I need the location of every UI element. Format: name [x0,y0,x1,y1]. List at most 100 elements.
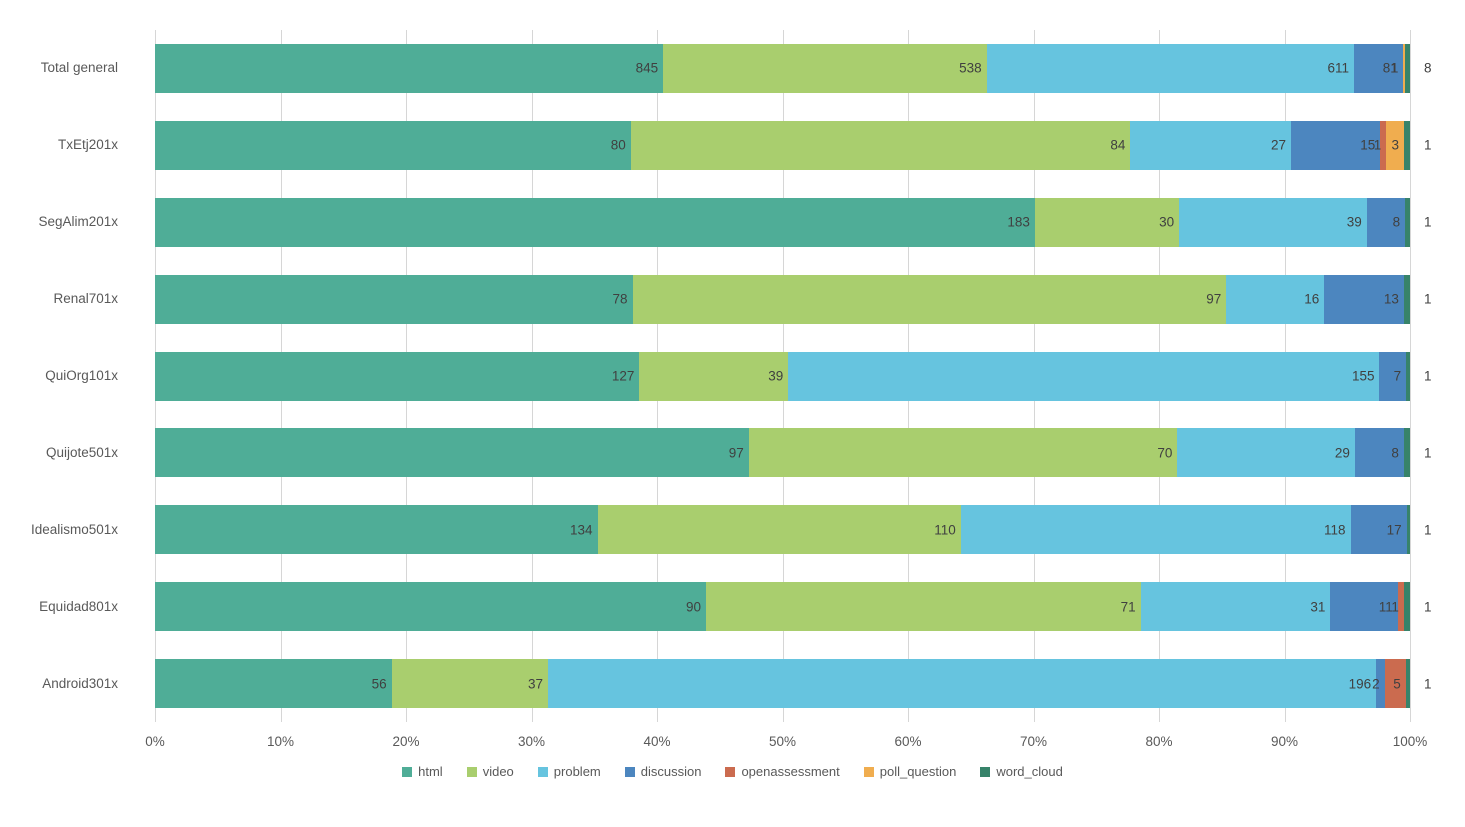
value-label-discussion: 8 [1392,214,1401,230]
value-label-video: 30 [1159,214,1175,230]
segment-html [155,120,631,170]
value-label-html: 183 [1007,214,1030,230]
segment-discussion [1330,582,1398,632]
value-label-discussion: 81 [1382,60,1398,76]
bar-quiorg101x: 127 39 155 7 1 [155,351,1432,401]
legend-label: video [482,764,514,779]
legend-swatch-icon [402,766,413,777]
bar-equidad801x: 90 71 31 11 1 1 [155,582,1432,632]
x-axis-tick-label: 60% [894,734,922,749]
value-label-openassessment: 1 [1373,137,1382,153]
legend: html video problem discussion openassessment… [0,764,1465,779]
legend-item-word_cloud: word_cloud [980,764,1063,779]
value-label-video: 538 [959,60,982,76]
segment-openassessment [1380,120,1387,170]
legend-item-openassessment: openassessment [725,764,840,779]
value-label-word_cloud: 1 [1424,368,1432,384]
category-label: TxEtj201x [57,137,118,153]
segment-word_cloud [1403,582,1410,632]
value-label-html: 134 [570,522,593,538]
segment-discussion [1350,505,1407,555]
segment-word_cloud [1404,120,1410,170]
segment-html [155,43,664,93]
bar-idealismo501x: 134 110 118 17 1 [155,505,1432,555]
bar-txetj201x: 80 84 27 15 1 3 1 [155,120,1432,170]
bar-total-general: 845 538 611 81 1 8 [155,43,1432,93]
legend-label: html [418,764,443,779]
segment-word_cloud [1405,197,1410,247]
segment-html [155,197,1035,247]
value-label-word_cloud: 1 [1424,522,1432,538]
category-label: Renal701x [53,291,118,307]
category-label: Equidad801x [39,598,118,614]
segment-openassessment [1384,659,1406,709]
value-label-word_cloud: 1 [1424,291,1432,307]
value-label-discussion: 11 [1378,599,1393,615]
legend-swatch-icon [980,766,991,777]
segment-word_cloud [1403,428,1410,478]
legend-swatch-icon [725,766,736,777]
segment-html [155,351,640,401]
x-axis-tick-label: 0% [145,734,165,749]
value-label-video: 70 [1157,445,1173,461]
category-label: SegAlim201x [38,214,118,230]
value-label-discussion: 2 [1372,676,1380,692]
segment-video [632,274,1227,324]
x-axis-tick-label: 40% [643,734,671,749]
bar-quijote501x: 97 70 29 8 1 [155,428,1432,478]
value-label-discussion: 8 [1391,445,1399,461]
value-label-video: 39 [768,368,784,384]
x-axis-tick-label: 80% [1145,734,1173,749]
legend-swatch-icon [466,766,477,777]
segment-problem [960,505,1351,555]
legend-item-poll_question: poll_question [863,764,957,779]
segment-video [391,659,548,709]
bar-segalim201x: 183 30 39 8 1 [155,197,1432,247]
legend-swatch-icon [537,766,548,777]
value-label-video: 110 [934,522,956,538]
category-label: Total general [40,60,118,76]
value-label-discussion: 7 [1393,368,1402,384]
value-label-problem: 27 [1271,137,1287,153]
legend-item-html: html [402,764,443,779]
segment-problem [986,43,1355,93]
legend-label: poll_question [879,764,957,779]
segment-html [155,582,706,632]
value-label-problem: 118 [1324,522,1346,538]
value-label-word_cloud: 1 [1424,445,1432,461]
segment-problem [1130,120,1292,170]
segment-video [748,428,1178,478]
segment-word_cloud [1405,659,1410,709]
segment-problem [1179,197,1367,247]
value-label-problem: 31 [1310,599,1326,615]
value-label-video: 37 [527,676,543,692]
x-axis-tick-label: 90% [1270,734,1299,749]
segment-discussion [1291,120,1381,170]
segment-video [705,582,1141,632]
legend-swatch-icon [863,766,874,777]
value-label-openassessment: 5 [1393,676,1401,692]
value-label-problem: 196 [1348,676,1372,692]
value-label-discussion: 13 [1383,291,1399,307]
segment-video [639,351,789,401]
legend-label: openassessment [741,764,840,779]
legend-swatch-icon [624,766,635,777]
legend-item-discussion: discussion [624,764,702,779]
value-label-problem: 29 [1334,445,1350,461]
value-label-word_cloud: 1 [1424,214,1432,230]
segment-problem [547,659,1377,709]
value-label-html: 80 [610,137,626,153]
segment-video [597,505,961,555]
segment-html [155,505,598,555]
segment-discussion [1379,351,1407,401]
category-label: Android301x [42,675,118,691]
bar-android301x: 56 37 196 2 5 1 [155,659,1432,709]
legend-label: discussion [640,764,702,779]
value-label-video: 71 [1120,599,1136,615]
segment-problem [1226,274,1325,324]
segment-problem [1140,582,1331,632]
x-axis-tick-label: 100% [1392,734,1428,749]
segment-word_cloud [1405,43,1410,93]
segment-discussion [1376,659,1385,709]
